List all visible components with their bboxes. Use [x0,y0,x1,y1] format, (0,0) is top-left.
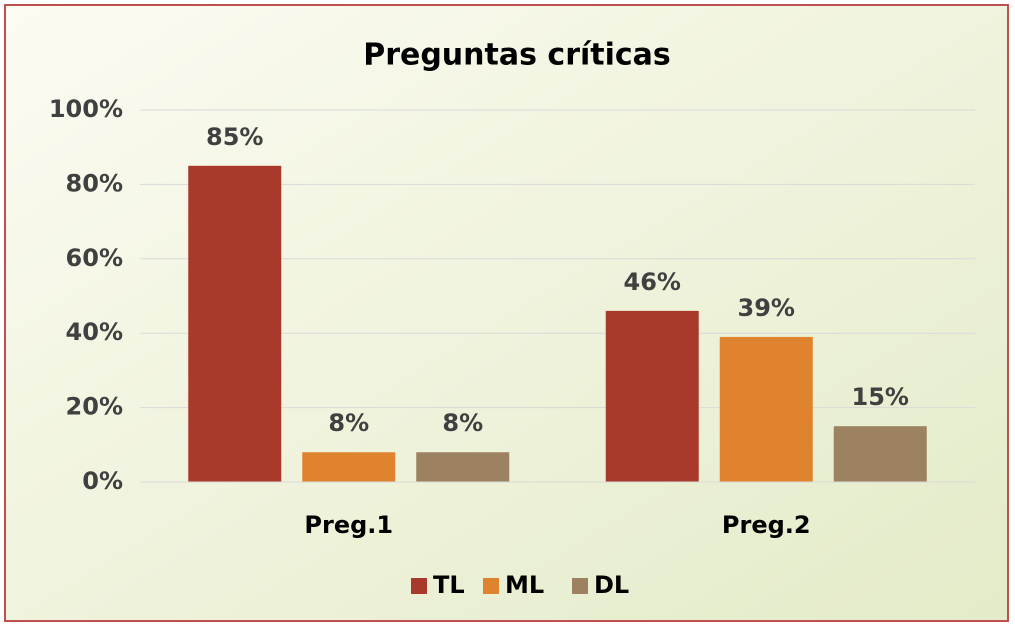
data-label: 15% [852,383,909,411]
y-tick-label: 100% [49,95,123,123]
legend-swatch [411,578,427,594]
x-tick-label: Preg.1 [304,511,393,539]
y-tick-label: 80% [66,169,123,197]
data-label: 46% [624,268,681,296]
chart-frame [4,4,1009,622]
bar [605,310,699,482]
data-label: 85% [206,123,263,151]
y-tick-label: 40% [66,318,123,346]
legend-swatch [483,578,499,594]
legend-label: TL [433,571,465,599]
bar [719,336,813,482]
bar [833,426,927,482]
legend-label: DL [594,571,629,599]
data-label: 8% [442,409,483,437]
y-tick-label: 20% [66,393,123,421]
chart-title: Preguntas críticas [363,38,671,73]
bar [188,165,282,483]
bar [416,452,510,482]
y-tick-label: 60% [66,244,123,272]
y-tick-label: 0% [82,467,123,495]
legend-swatch [572,578,588,594]
data-label: 39% [738,294,795,322]
data-label: 8% [328,409,369,437]
bar [302,452,396,482]
x-tick-label: Preg.2 [722,511,811,539]
legend-label: ML [505,571,544,599]
